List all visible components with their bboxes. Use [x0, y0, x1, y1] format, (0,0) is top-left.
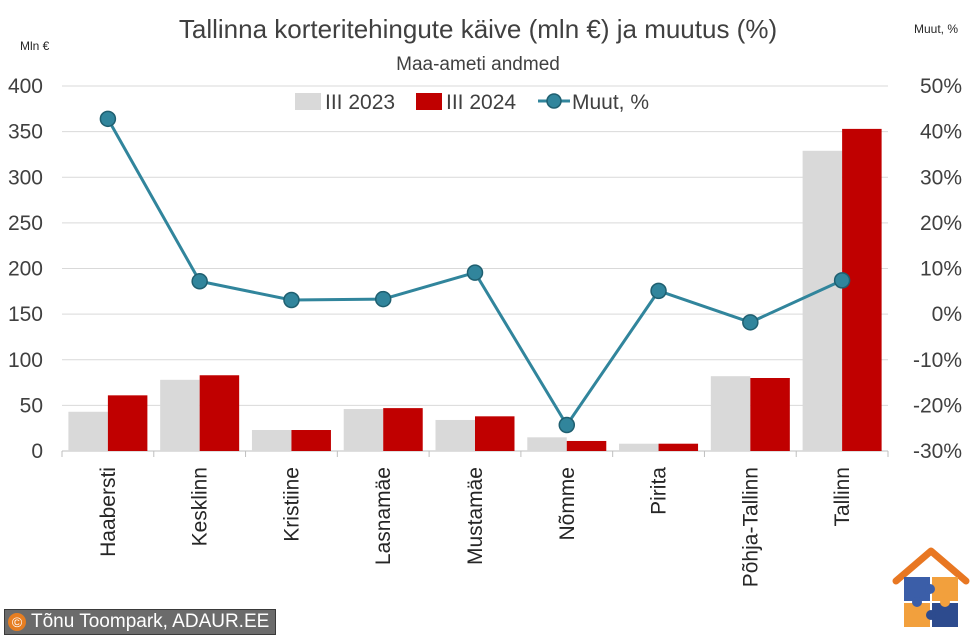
y-tick-label: 0: [31, 440, 43, 463]
y-tick-label: 50: [20, 394, 43, 417]
bar-2024: [199, 375, 240, 451]
left-axis-unit: Mln €: [20, 39, 50, 53]
bar-2023: [343, 409, 384, 451]
bar-2024: [750, 378, 790, 451]
bar-2023: [710, 376, 751, 451]
bar-2024: [566, 440, 607, 451]
category-label: Pirita: [648, 467, 671, 515]
copyright-icon: ©: [8, 613, 26, 631]
right-axis-ticks: -30% -20% -10% 0% 10% 20% 30% 40% 50%: [913, 75, 962, 463]
category-label: Mustamäe: [464, 467, 487, 565]
change-point: [558, 416, 576, 434]
bar-2024: [383, 408, 423, 451]
left-axis-ticks: 0 50 100 150 200 250 300 350 400: [8, 75, 43, 463]
y2-tick-label: 20%: [920, 212, 962, 235]
change-point: [650, 282, 667, 300]
category-label: Haabersti: [97, 467, 120, 557]
bar-2024: [842, 128, 882, 451]
bar-2023: [251, 430, 292, 451]
chart-title: Tallinna korteritehingute käive (mln €) …: [179, 14, 777, 44]
bar-series: [68, 128, 882, 451]
y2-tick-label: 50%: [920, 75, 962, 98]
y2-tick-label: -30%: [913, 440, 962, 463]
y2-tick-label: 40%: [920, 121, 962, 144]
y-tick-label: 100: [8, 349, 43, 372]
legend-label-2023: III 2023: [325, 91, 395, 114]
change-point: [742, 314, 759, 331]
y-tick-label: 200: [8, 258, 43, 281]
bar-2023: [435, 419, 475, 451]
legend-marker-change: [546, 93, 562, 109]
change-point: [283, 291, 300, 309]
house-puzzle-icon: [892, 547, 970, 627]
legend: III 2023 III 2024 Muut, %: [295, 91, 649, 114]
legend-label-change: Muut, %: [572, 91, 649, 114]
y2-tick-label: -20%: [913, 394, 962, 417]
legend-label-2024: III 2024: [446, 91, 516, 114]
y2-tick-label: 10%: [920, 258, 962, 281]
bar-2023: [619, 443, 659, 451]
change-point: [466, 264, 484, 281]
bar-2023: [527, 437, 567, 451]
y-tick-label: 150: [8, 303, 43, 326]
legend-swatch-2024: [416, 93, 442, 110]
y2-tick-label: 30%: [920, 166, 962, 189]
change-point: [833, 272, 851, 289]
bar-2023: [68, 411, 108, 451]
change-point: [99, 110, 117, 128]
y2-tick-label: -10%: [913, 349, 962, 372]
category-label: Lasnamäe: [372, 467, 395, 565]
y2-tick-label: 0%: [932, 303, 962, 326]
credit-text: Tõnu Toompark, ADAUR.EE: [31, 611, 270, 632]
y-tick-label: 300: [8, 166, 43, 189]
bar-2023: [802, 150, 843, 451]
category-label: Põhja-Tallinn: [739, 467, 762, 587]
y-tick-label: 350: [8, 121, 43, 144]
change-point: [191, 273, 208, 290]
right-axis-unit: Muut, %: [914, 22, 958, 36]
legend-swatch-2023: [295, 93, 321, 110]
bar-2024: [658, 443, 699, 451]
category-label: Kesklinn: [189, 467, 212, 546]
bar-2023: [160, 379, 200, 451]
category-label: Kristiine: [280, 467, 303, 542]
copyright-credit: © Tõnu Toompark, ADAUR.EE: [4, 609, 277, 635]
change-line-series: [99, 110, 851, 434]
category-label: Tallinn: [831, 467, 854, 527]
bar-2024: [107, 395, 148, 451]
change-point: [374, 290, 392, 308]
bar-2024: [291, 430, 331, 451]
chart-subtitle: Maa-ameti andmed: [396, 54, 560, 75]
bar-2024: [475, 416, 515, 451]
category-labels: Haabersti Kesklinn Kristiine Lasnamäe Mustam…: [97, 467, 854, 588]
category-label: Nõmme: [556, 467, 579, 541]
y-tick-label: 400: [8, 75, 43, 98]
y-tick-label: 250: [8, 212, 43, 235]
